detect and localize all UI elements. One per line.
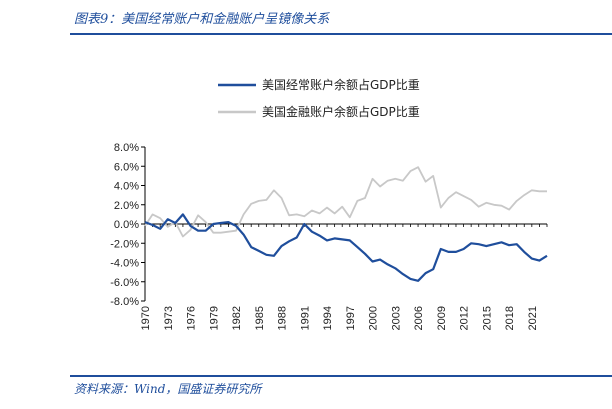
figure-title: 图表9：美国经常账户和金融账户呈镜像关系: [74, 12, 330, 27]
x-tick-label: 1997: [345, 306, 357, 330]
y-tick-label: 4.0%: [114, 181, 139, 193]
x-tick-label: 2009: [436, 306, 448, 330]
series-line-1: [144, 166, 547, 238]
y-tick-label: -6.0%: [110, 277, 139, 289]
x-tick-label: 1982: [231, 306, 243, 330]
x-tick-label: 1994: [322, 306, 334, 330]
y-tick-label: 6.0%: [114, 161, 139, 173]
y-axis: 8.0% 6.0% 4.0% 2.0% 0.0% -2.0% -4.0% -6.0% -8.0%: [110, 142, 146, 308]
x-tick-label: 2021: [527, 306, 539, 330]
x-tick-label: 2012: [459, 306, 471, 330]
y-tick-label: 8.0%: [114, 142, 139, 154]
y-tick-label: -4.0%: [110, 258, 139, 270]
x-tick-label: 1979: [208, 306, 220, 330]
y-tick-label: 0.0%: [114, 219, 139, 231]
y-tick-label: -2.0%: [110, 238, 139, 250]
x-tick-label: 1988: [277, 306, 289, 330]
y-tick-label: -8.0%: [110, 296, 139, 308]
source-note: 资料来源：Wind，国盛证券研究所: [74, 382, 262, 396]
x-tick-label: 1973: [163, 306, 175, 330]
y-tick-label: 2.0%: [114, 200, 139, 212]
x-tick-label: 1991: [299, 306, 311, 330]
footer-rule: [70, 375, 612, 377]
x-tick-label: 2018: [504, 306, 516, 330]
x-tick-label: 2006: [413, 306, 425, 330]
legend-label-1: 美国金融账户余额占GDP比重: [262, 104, 420, 119]
x-tick-label: 2003: [390, 306, 402, 330]
x-tick-label: 1985: [254, 306, 266, 330]
plot-lines: [144, 166, 548, 282]
header-rule: [70, 33, 612, 35]
x-tick-label: 2015: [481, 306, 493, 330]
legend-label-0: 美国经常账户余额占GDP比重: [262, 77, 420, 92]
series-line-0: [144, 213, 548, 282]
x-tick-label: 2000: [368, 306, 380, 330]
x-axis: 1970 1973 1976 1979 1982 1985 1988 1991 1994 1997…: [140, 223, 548, 330]
x-tick-label: 1970: [140, 306, 152, 330]
x-tick-label: 1976: [186, 306, 198, 330]
